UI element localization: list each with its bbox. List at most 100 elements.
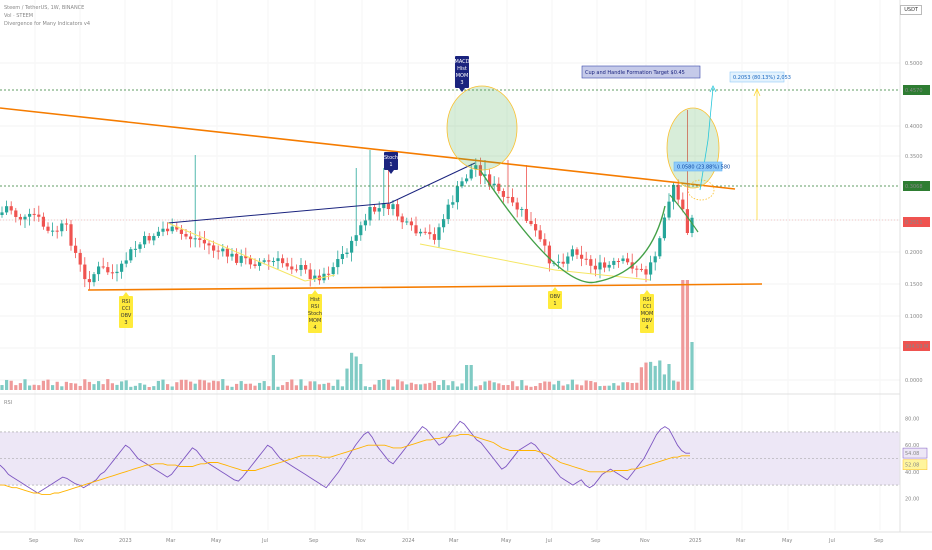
main-pane[interactable] bbox=[0, 0, 900, 392]
candle-body bbox=[676, 184, 680, 200]
candle-body bbox=[294, 269, 298, 271]
time-tick-label: Jul bbox=[828, 538, 835, 544]
signal-tag-text: OBV bbox=[121, 313, 132, 319]
price-label-bg bbox=[903, 181, 930, 191]
volume-bar bbox=[483, 381, 487, 390]
volume-bar bbox=[363, 386, 367, 390]
candle-body bbox=[175, 226, 179, 230]
signal-tag-text: CCI bbox=[643, 304, 651, 310]
candle-body bbox=[515, 202, 519, 210]
candle-body bbox=[78, 252, 82, 265]
candle-body bbox=[179, 229, 183, 234]
candle-body bbox=[225, 248, 229, 257]
candle-body bbox=[193, 238, 197, 240]
volume-bar bbox=[437, 384, 441, 390]
indicator-legend[interactable]: Divergence for Many Indicators v4 bbox=[4, 21, 91, 27]
volume-bar bbox=[672, 380, 676, 390]
volume-bar bbox=[74, 383, 78, 390]
candle-body bbox=[685, 209, 689, 233]
candlesticks bbox=[0, 110, 694, 290]
volume-bar bbox=[492, 382, 496, 390]
candle-body bbox=[616, 260, 620, 262]
time-tick-label: Jul bbox=[261, 538, 268, 544]
candle-body bbox=[276, 258, 280, 262]
signal-tag-pointer bbox=[459, 88, 465, 92]
candle-body bbox=[166, 228, 170, 232]
candle-body bbox=[101, 266, 105, 268]
price-label-volume: 304.59 M bbox=[903, 341, 930, 351]
candle-body bbox=[488, 174, 492, 186]
signal-tag-bg bbox=[548, 291, 562, 309]
volume-bar bbox=[557, 380, 561, 390]
candle-body bbox=[271, 261, 275, 263]
volume-bar bbox=[147, 386, 151, 390]
candle-body bbox=[524, 208, 528, 221]
candle-body bbox=[92, 274, 96, 283]
volume-bar bbox=[442, 380, 446, 390]
signal-tag-text: Stoch bbox=[384, 155, 398, 161]
candle-body bbox=[9, 206, 13, 211]
volume-bar bbox=[566, 384, 570, 390]
candle-body bbox=[230, 253, 234, 257]
volume-bar bbox=[120, 381, 124, 390]
time-tick-label: May bbox=[211, 538, 221, 544]
volume-bar bbox=[281, 385, 285, 390]
volume-bar bbox=[455, 386, 459, 390]
volume-legend[interactable]: Vol · STEEM bbox=[4, 13, 34, 19]
volume-bar bbox=[189, 381, 193, 390]
volume-bar bbox=[414, 384, 418, 390]
volume-bar bbox=[639, 367, 643, 390]
volume-bar bbox=[258, 382, 262, 390]
volume-bar bbox=[304, 385, 308, 390]
volume-bar bbox=[336, 379, 340, 390]
candle-body bbox=[391, 204, 395, 210]
volume-bar bbox=[78, 385, 82, 390]
volume-bar bbox=[451, 381, 455, 390]
candle-body bbox=[547, 245, 551, 264]
candle-body bbox=[156, 231, 160, 236]
candle-body bbox=[202, 239, 206, 244]
volume-bar bbox=[55, 381, 59, 390]
volume-bar bbox=[129, 386, 133, 390]
volume-bar bbox=[28, 385, 32, 390]
candle-body bbox=[400, 216, 404, 223]
candle-body bbox=[55, 230, 59, 232]
volume-bar bbox=[248, 383, 252, 390]
volume-bar bbox=[570, 379, 574, 390]
signal-tag-text: 1 bbox=[553, 301, 556, 307]
candle-body bbox=[501, 191, 505, 197]
volume-bar bbox=[396, 379, 400, 390]
candle-body bbox=[607, 264, 611, 268]
volume-bar bbox=[115, 384, 119, 390]
volume-bar bbox=[589, 380, 593, 390]
time-tick-label: Sep bbox=[309, 538, 318, 544]
target-label-text: Cup and Handle Formation Target $0.45 bbox=[585, 70, 685, 76]
symbol-title[interactable]: Steem / TetherUS, 1W, BINANCE bbox=[4, 5, 85, 11]
volume-bar bbox=[488, 380, 492, 390]
candle-body bbox=[690, 217, 694, 233]
bullish-divergence-line-3 bbox=[419, 243, 556, 271]
signal-tag-text: Hist bbox=[457, 66, 467, 72]
candle-body bbox=[161, 228, 165, 232]
candle-body bbox=[152, 235, 156, 241]
measure-label-bg bbox=[729, 71, 785, 83]
signal-tag-text: RSI bbox=[311, 304, 319, 310]
volume-bar bbox=[179, 379, 183, 390]
candle-body bbox=[580, 254, 584, 259]
candle-body bbox=[575, 249, 579, 255]
time-tick-label: Nov bbox=[356, 538, 366, 544]
price-label-bg bbox=[903, 217, 930, 227]
signal-tag-text: MOM bbox=[641, 311, 654, 317]
time-tick-label: May bbox=[782, 538, 792, 544]
volume-bar bbox=[221, 379, 225, 390]
candle-body bbox=[198, 238, 202, 240]
volume-bar bbox=[253, 385, 257, 390]
volume-bar bbox=[354, 356, 358, 390]
volume-bar bbox=[83, 379, 87, 390]
candle-body bbox=[543, 239, 547, 246]
currency-button[interactable]: USDT bbox=[900, 5, 922, 15]
volume-bar bbox=[340, 386, 344, 390]
price-tick-label: 0.2000 bbox=[905, 250, 923, 256]
volume-bar bbox=[419, 384, 423, 390]
